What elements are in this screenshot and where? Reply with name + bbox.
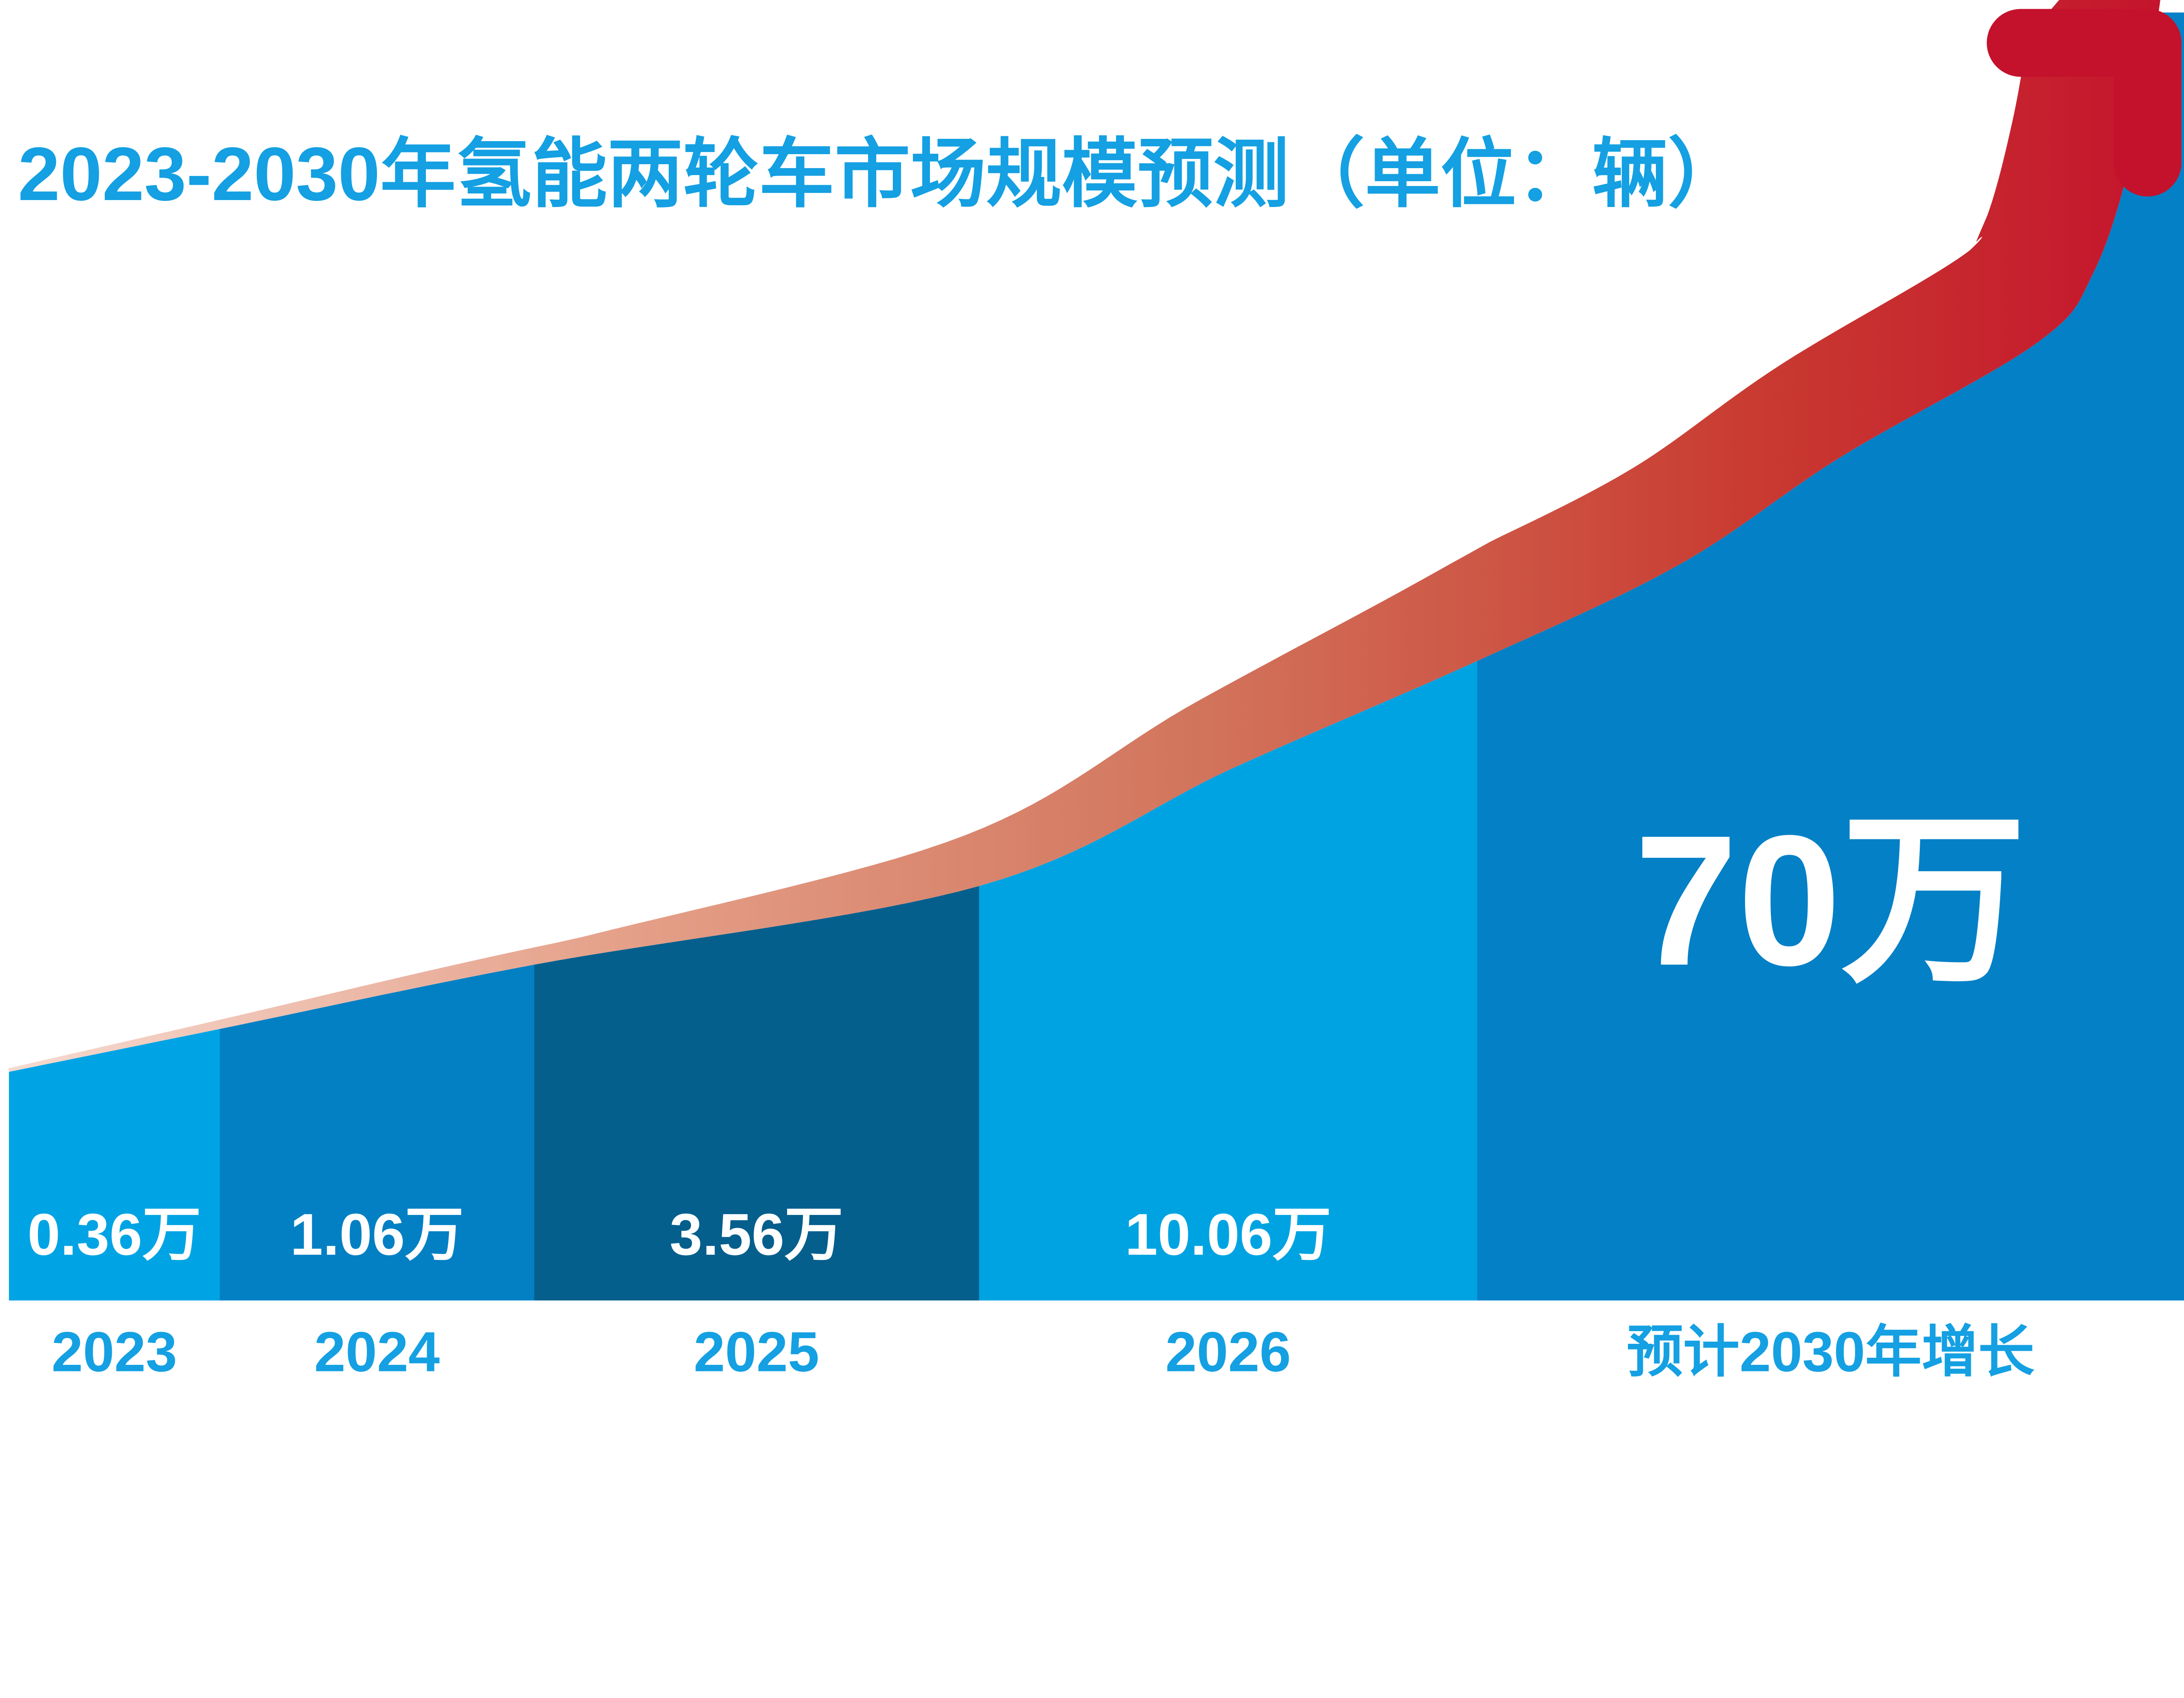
value-label-2026: 10.06万 xyxy=(1125,1201,1331,1267)
value-label-2023: 0.36万 xyxy=(28,1201,201,1267)
axis-label-2026: 2026 xyxy=(1165,1321,1291,1384)
market-area-segments xyxy=(9,12,2184,1301)
market-forecast-chart: 2023-2030年氢能两轮车市场规模预测（单位：辆） 0.36万 1.06万 … xyxy=(8,0,2184,1384)
value-label-2030: 70万 xyxy=(1635,797,2027,1004)
chart-labels: 2023-2030年氢能两轮车市场规模预测（单位：辆） 0.36万 1.06万 … xyxy=(18,131,2035,1384)
value-label-2025: 3.56万 xyxy=(670,1201,843,1267)
axis-label-2025: 2025 xyxy=(694,1321,819,1384)
chart-graphics xyxy=(8,0,2184,1301)
chart-title: 2023-2030年氢能两轮车市场规模预测（单位：辆） xyxy=(18,131,1744,216)
axis-label-2023: 2023 xyxy=(52,1321,177,1384)
growth-arrow-head xyxy=(1987,9,2182,197)
chart-canvas: 2023-2030年氢能两轮车市场规模预测（单位：辆） 0.36万 1.06万 … xyxy=(8,0,2184,1384)
axis-label-2024: 2024 xyxy=(314,1321,440,1384)
axis-label-2030-growth: 预计2030年增长 xyxy=(1627,1321,2035,1384)
value-label-2024: 1.06万 xyxy=(290,1201,464,1267)
